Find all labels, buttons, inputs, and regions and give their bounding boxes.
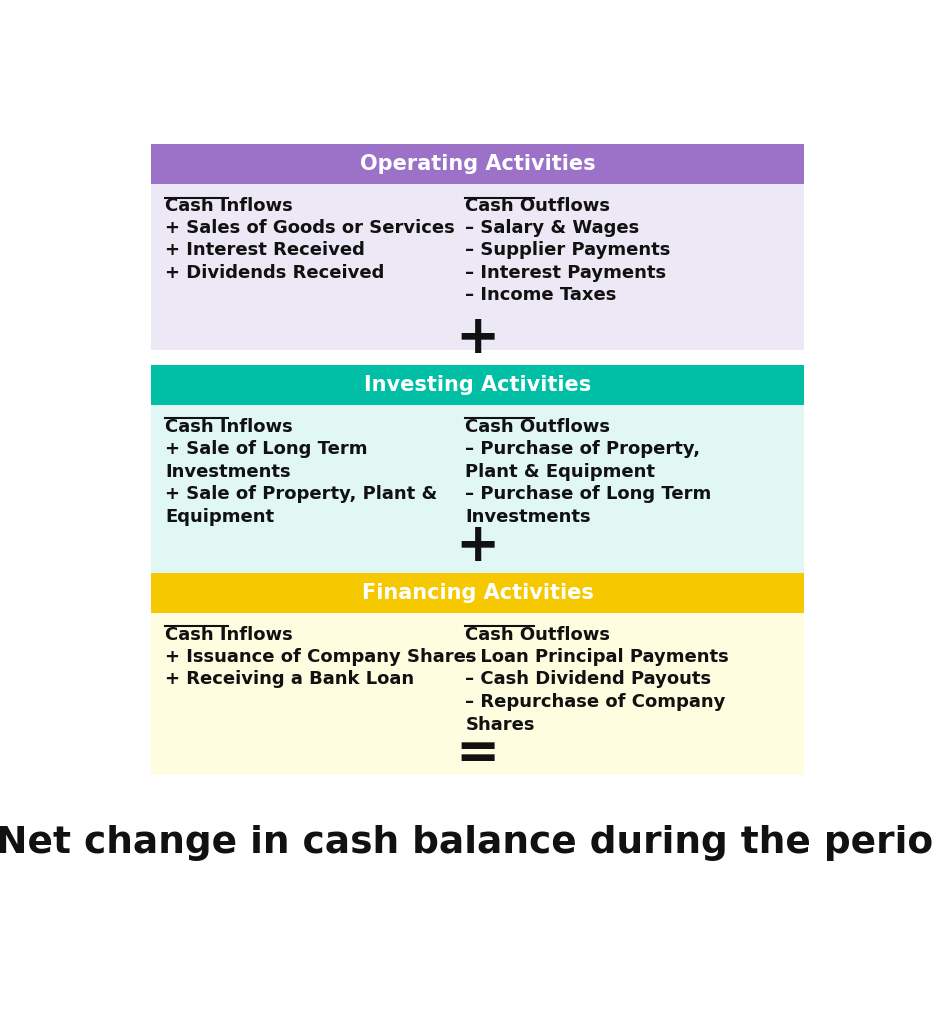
Text: – Supplier Payments: – Supplier Payments xyxy=(465,242,671,259)
Bar xyxy=(151,406,804,587)
Text: + Issuance of Company Shares: + Issuance of Company Shares xyxy=(165,648,477,666)
Bar xyxy=(151,573,804,613)
Text: Cash Inflows: Cash Inflows xyxy=(165,418,293,436)
Text: + Interest Received: + Interest Received xyxy=(165,242,365,259)
Text: – Interest Payments: – Interest Payments xyxy=(465,264,666,282)
Text: – Cash Dividend Payouts: – Cash Dividend Payouts xyxy=(465,671,712,688)
Text: Cash Inflows: Cash Inflows xyxy=(165,197,293,215)
Text: Investing Activities: Investing Activities xyxy=(364,376,591,395)
Bar xyxy=(151,366,804,406)
Text: Cash Outflows: Cash Outflows xyxy=(465,197,610,215)
Text: – Salary & Wages: – Salary & Wages xyxy=(465,219,639,238)
Bar xyxy=(151,144,804,184)
Text: + Sale of Property, Plant &
Equipment: + Sale of Property, Plant & Equipment xyxy=(165,484,438,525)
Text: Financing Activities: Financing Activities xyxy=(362,584,594,603)
Text: =: = xyxy=(456,728,500,780)
Text: Cash Outflows: Cash Outflows xyxy=(465,418,610,436)
Text: + Sales of Goods or Services: + Sales of Goods or Services xyxy=(165,219,455,238)
Text: Cash Outflows: Cash Outflows xyxy=(465,626,610,644)
Text: – Purchase of Property,
Plant & Equipment: – Purchase of Property, Plant & Equipmen… xyxy=(465,440,701,481)
Text: – Income Taxes: – Income Taxes xyxy=(465,286,617,304)
Text: – Purchase of Long Term
Investments: – Purchase of Long Term Investments xyxy=(465,484,712,525)
Text: Net change in cash balance during the period: Net change in cash balance during the pe… xyxy=(0,824,932,861)
Bar xyxy=(151,184,804,350)
Text: Cash Inflows: Cash Inflows xyxy=(165,626,293,644)
Text: – Loan Principal Payments: – Loan Principal Payments xyxy=(465,648,729,666)
Text: Operating Activities: Operating Activities xyxy=(360,155,596,174)
Text: +: + xyxy=(456,312,500,365)
Text: + Dividends Received: + Dividends Received xyxy=(165,264,385,282)
Text: – Repurchase of Company
Shares: – Repurchase of Company Shares xyxy=(465,692,726,733)
Text: +: + xyxy=(456,520,500,572)
Text: + Receiving a Bank Loan: + Receiving a Bank Loan xyxy=(165,671,415,688)
Text: + Sale of Long Term
Investments: + Sale of Long Term Investments xyxy=(165,440,368,481)
Bar xyxy=(151,613,804,775)
